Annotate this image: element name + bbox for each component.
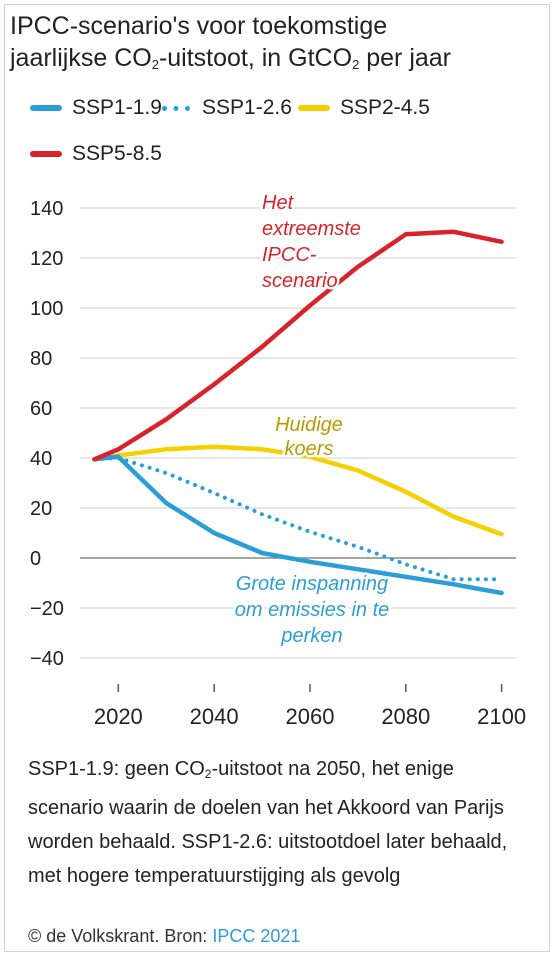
legend-item-ssp5-85: SSP5-8.5: [30, 142, 162, 166]
title-part-a: jaarlijkse CO: [10, 44, 152, 72]
legend-label: SSP1-1.9: [72, 96, 162, 119]
title-subscript-2: 2: [352, 57, 360, 72]
source-line: © de Volkskrant. Bron: IPCC 2021: [28, 926, 300, 947]
y-tick-label: 0: [30, 548, 41, 570]
series-line-ssp2-4-5: [92, 444, 504, 537]
series-line-ssp1-2-6: [92, 456, 504, 582]
x-tick-label: 2060: [286, 704, 335, 729]
caption-part-1: SSP1-1.9: geen CO: [28, 758, 205, 780]
annotation-text: om emissies in te: [235, 599, 390, 621]
caption-subscript: 2: [204, 767, 212, 781]
y-tick-label: 80: [30, 348, 52, 370]
annotation-text: Huidige: [275, 414, 343, 436]
legend-label: SSP2-4.5: [340, 96, 430, 119]
annotation-text: koers: [285, 438, 334, 460]
legend-item-ssp2-45: SSP2-4.5: [298, 96, 430, 120]
line-chart: 140 120 100 80 60 40 20 0 −20 −40 2020 2040 2060 2080…: [30, 192, 527, 729]
caption: SSP1-1.9: geen CO2-uitstoot na 2050, het…: [28, 752, 528, 893]
annotation-text: extreemste: [262, 218, 361, 240]
y-tick-label: −40: [30, 648, 64, 670]
legend-swatch-dotted-blue: [162, 105, 190, 111]
series-line-ssp5-8-5: [92, 229, 504, 462]
title-subscript-1: 2: [151, 57, 159, 72]
legend-swatch-yellow: [298, 105, 330, 111]
annotation-text: perken: [280, 625, 342, 647]
x-tick-label: 2100: [477, 704, 526, 729]
chart-frame: [4, 4, 550, 952]
title-line-1: IPCC-scenario's voor toekomstige: [10, 12, 388, 40]
legend-swatch-red: [30, 151, 62, 157]
legend-item-ssp1-26: SSP1-2.6: [162, 96, 292, 120]
annotation-text: Grote inspanning: [236, 573, 388, 595]
y-tick-label: −20: [30, 598, 64, 620]
annotation-text: IPCC-: [262, 244, 317, 266]
legend-label: SSP1-2.6: [202, 96, 292, 119]
y-tick-label: 100: [30, 298, 63, 320]
source-prefix: © de Volkskrant. Bron:: [28, 926, 213, 946]
caption-part-2: -uitstoot na 2050, het enige scenario wa…: [28, 758, 508, 887]
y-tick-label: 60: [30, 398, 52, 420]
title-part-b: -uitstoot, in GtCO: [158, 44, 353, 72]
y-tick-label: 140: [30, 198, 63, 220]
x-tick-label: 2080: [381, 704, 430, 729]
legend-label: SSP5-8.5: [72, 142, 162, 165]
annotation-text: Het: [262, 192, 295, 214]
title-line-2: jaarlijkse CO2-uitstoot, in GtCO2 per ja…: [10, 42, 550, 81]
source-link[interactable]: IPCC 2021: [212, 926, 301, 946]
x-tick-label: 2020: [94, 704, 143, 729]
legend-swatch-solid-blue: [30, 105, 62, 111]
x-tick-label: 2040: [190, 704, 239, 729]
series-line-ssp1-1-9: [92, 454, 504, 596]
y-tick-label: 120: [30, 248, 63, 270]
legend-item-ssp1-19: SSP1-1.9: [30, 96, 162, 120]
title-part-c: per jaar: [359, 44, 452, 72]
y-tick-label: 40: [30, 448, 52, 470]
y-tick-label: 20: [30, 498, 52, 520]
annotation-text: scenario: [262, 270, 338, 292]
chart-title: IPCC-scenario's voor toekomstige jaarlij…: [10, 10, 550, 81]
